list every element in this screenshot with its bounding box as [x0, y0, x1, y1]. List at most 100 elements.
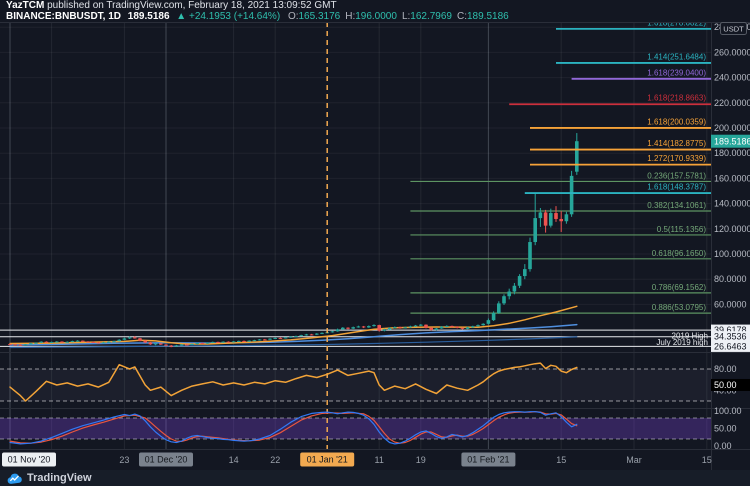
candle-body [70, 341, 75, 343]
candle-body [143, 340, 147, 343]
candle-body [96, 342, 101, 344]
rsi-tick: 80.00 [714, 364, 737, 374]
candle-body [231, 341, 236, 343]
candle-body [559, 218, 563, 222]
stoch-tick: 50.00 [714, 424, 737, 434]
time-badge [2, 452, 56, 467]
time-badge-label: 01 Dec '20 [145, 455, 188, 465]
candle-body [408, 326, 413, 328]
candle-body [86, 341, 90, 343]
candle-body [361, 326, 366, 328]
candle-body [153, 343, 158, 345]
candle-body [356, 326, 361, 328]
candlestick-series [8, 133, 579, 348]
candle-body [273, 337, 277, 339]
candle-body [419, 324, 423, 326]
candle-body [398, 327, 402, 329]
fib-retracement-label: 0.5(115.1356) [657, 225, 707, 234]
ma-fast-line [9, 305, 578, 345]
currency-button[interactable] [720, 22, 747, 35]
candle-body [429, 327, 433, 330]
fib-retracement-label: 0.382(134.1061) [647, 201, 706, 210]
candle-body [18, 344, 23, 346]
stoch-d-line [9, 411, 578, 444]
candle-body [268, 338, 272, 340]
price-tick: 220.0000 [714, 98, 750, 108]
published-text: published on TradingView.com, February 1… [44, 0, 337, 11]
candle-body [455, 326, 459, 328]
candle-body [512, 285, 517, 292]
candle-body [304, 334, 309, 336]
fib-extension-label: 1.414(251.6484) [647, 52, 706, 61]
fib-extension-label: 1.618(148.3787) [647, 183, 706, 192]
candle-body [393, 327, 397, 329]
candle-body [476, 325, 480, 327]
candle-body [13, 344, 17, 346]
candle-body [107, 341, 111, 343]
price-tick: 80.0000 [714, 274, 747, 284]
candle-body [75, 340, 80, 342]
time-badge-label: 01 Nov '20 [8, 455, 51, 465]
candle-body [367, 326, 371, 328]
tradingview-logo-text[interactable]: TradingView [27, 472, 92, 484]
plot-region: 0.236(157.5781) 0.382(134.1061) 0.5(115.13… [0, 22, 711, 449]
price-axis[interactable]: 280.0000USDT260.0000240.0000220.0000200.… [711, 22, 750, 451]
candle-body [289, 336, 293, 338]
fib-extension-label: 1.618(239.0400) [647, 68, 706, 77]
ohlc-key: O: [287, 11, 299, 22]
candle-body [221, 341, 225, 343]
time-badge-label: 01 Jan '21 [307, 455, 348, 465]
currency-button-label: USDT [723, 25, 744, 34]
fib-extension-label: 1.618(278.6822) [647, 22, 706, 27]
ohlc-value: 165.3176 [298, 11, 341, 22]
candle-body [216, 341, 220, 343]
price-tick: 60.0000 [714, 299, 747, 309]
candle-body [39, 341, 43, 343]
ohlc-value: 196.0000 [355, 11, 397, 22]
fib-retracement-label: 0.886(53.0795) [652, 303, 707, 312]
candle-body [49, 341, 54, 343]
candle-body [127, 337, 132, 339]
time-tick: 19 [416, 455, 426, 465]
level-label: 2019 High [672, 332, 708, 341]
candle-body [434, 328, 439, 330]
price-tick: 120.0000 [714, 224, 750, 234]
time-tick: 14 [229, 455, 239, 465]
last-price-label: 189.5186 [127, 11, 170, 22]
candle-body [491, 312, 496, 321]
candle-body [174, 345, 179, 347]
candle-body [460, 327, 465, 329]
candle-body [55, 341, 59, 343]
candle-body [23, 344, 28, 346]
candle-body [159, 343, 163, 345]
time-tick: 22 [270, 455, 280, 465]
candle-body [252, 340, 257, 342]
candle-body [569, 175, 574, 215]
stoch-tick: 0.00 [714, 441, 732, 451]
price-tick: 180.0000 [714, 148, 750, 158]
candle-body [538, 212, 543, 219]
chart-area[interactable]: 0.236(157.5781) 0.382(134.1061) 0.5(115.13… [0, 22, 750, 470]
level-label: July 2019 high [656, 338, 708, 347]
candle-body [549, 213, 553, 226]
price-tick: 260.0000 [714, 47, 750, 57]
tradingview-logo-icon[interactable] [7, 472, 22, 485]
ohlc-value: 189.5186 [467, 11, 509, 22]
candle-body [44, 341, 49, 343]
stoch-k-line [9, 411, 578, 445]
candle-body [346, 327, 350, 329]
level-price-badge [711, 324, 750, 336]
candle-body [283, 337, 288, 339]
candle-body [91, 341, 95, 343]
candle-body [237, 340, 241, 342]
rsi-line [9, 362, 578, 402]
stoch-band [0, 418, 711, 439]
publisher-name: YazTCM [6, 0, 45, 11]
candle-body [382, 329, 387, 331]
symbol-line: BINANCE:BNBUSDT, 1D 189.5186 ▲ +24.1953 … [6, 11, 750, 22]
candle-body [575, 141, 579, 172]
candle-body [377, 325, 381, 331]
ma-mid-line [9, 323, 578, 346]
candle-body [81, 340, 85, 342]
